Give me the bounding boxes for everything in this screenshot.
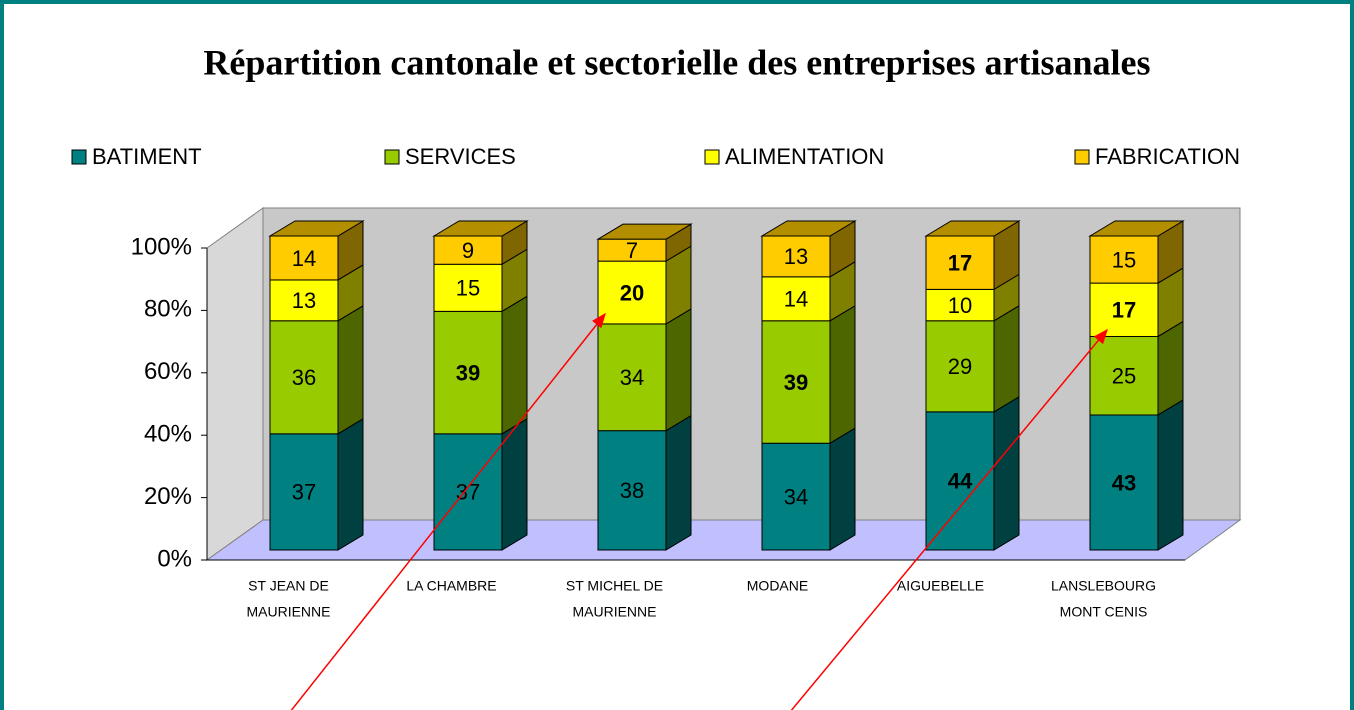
legend-swatch: [1074, 149, 1090, 165]
bar-side: [1157, 320, 1184, 416]
bar-side: [665, 414, 692, 551]
y-tick-label: 100%: [131, 233, 192, 260]
data-label: 34: [784, 484, 808, 509]
data-label: 17: [1112, 298, 1136, 323]
bar-segment: [597, 430, 667, 551]
data-label: 37: [456, 480, 480, 505]
bar-side: [337, 417, 364, 551]
bar-segment: [925, 288, 995, 322]
y-tick-label: 80%: [144, 296, 192, 323]
data-label: 36: [292, 365, 316, 390]
bar-side: [501, 295, 528, 435]
side-wall: [206, 207, 264, 561]
data-label: 29: [948, 354, 972, 379]
data-label: 13: [784, 244, 808, 269]
x-tick-label: LANSLEBOURG: [1051, 578, 1156, 594]
data-label: 15: [456, 276, 480, 301]
bar-side: [665, 308, 692, 432]
y-tick-label: 20%: [144, 483, 192, 510]
x-tick-label: ST JEAN DE: [248, 578, 329, 594]
bar-segment: [761, 320, 831, 444]
legend-swatch: [384, 149, 400, 165]
data-label: 13: [292, 288, 316, 313]
data-label: 10: [948, 293, 972, 318]
bar-side: [993, 395, 1020, 551]
data-label: 44: [948, 469, 973, 494]
bar-top: [432, 220, 529, 237]
bar-segment: [925, 320, 995, 413]
bar-segment: [269, 279, 339, 322]
legend-swatch: [71, 149, 87, 165]
data-label: 39: [784, 370, 808, 395]
legend-label: SERVICES: [405, 144, 516, 169]
data-label: 37: [292, 480, 316, 505]
y-tick-label: 60%: [144, 358, 192, 385]
bar-segment: [1089, 235, 1159, 284]
x-tick-label: MONT CENIS: [1060, 604, 1148, 620]
x-tick-label: MAURIENNE: [246, 604, 330, 620]
data-label: 14: [784, 287, 808, 312]
x-tick-label: MODANE: [747, 578, 808, 594]
data-label: 17: [948, 251, 972, 276]
bar-segment: [1089, 414, 1159, 551]
chart-title: Répartition cantonale et sectorielle des…: [203, 42, 1150, 82]
x-tick-label: MAURIENNE: [572, 604, 656, 620]
x-tick-label: LA CHAMBRE: [406, 578, 496, 594]
bar-side: [829, 304, 856, 445]
y-tick-label: 40%: [144, 421, 192, 448]
bar-side: [337, 304, 364, 435]
data-label: 43: [1112, 470, 1136, 495]
legend-label: FABRICATION: [1095, 144, 1240, 169]
data-label: 38: [620, 478, 644, 503]
x-tick-label: AIGUEBELLE: [897, 578, 984, 594]
bar-segment: [269, 433, 339, 551]
bar-top: [1088, 220, 1185, 237]
bar-segment: [761, 442, 831, 551]
bar-segment: [597, 260, 667, 325]
annotation-arrows: [290, 312, 1108, 710]
data-label: 14: [292, 246, 316, 271]
bar-side: [1157, 399, 1184, 551]
bar-top: [924, 220, 1021, 237]
bar-top: [760, 220, 857, 237]
bar-top: [268, 220, 365, 237]
data-label: 20: [620, 280, 644, 305]
bar-side: [993, 304, 1020, 413]
x-tick-label: ST MICHEL DE: [566, 578, 663, 594]
data-label: 15: [1112, 247, 1136, 272]
legend-label: BATIMENT: [92, 144, 202, 169]
data-label: 7: [626, 238, 638, 263]
legend-label: ALIMENTATION: [725, 144, 884, 169]
bar-side: [829, 427, 856, 551]
data-label: 25: [1112, 364, 1136, 389]
legend-swatch: [704, 149, 720, 165]
bar-top: [596, 223, 693, 240]
bar-segment: [269, 320, 339, 435]
data-label: 39: [456, 360, 480, 385]
bar-segment: [433, 235, 503, 265]
bar-segment: [1089, 335, 1159, 416]
y-tick-label: 0%: [157, 545, 192, 572]
plot: 0% 20% 40% 60% 80% 100% BATIMENT SERVICES ALIMEN…: [71, 144, 1240, 620]
data-label: 34: [620, 365, 644, 390]
arrow: [790, 328, 1108, 710]
arrow: [290, 312, 606, 710]
data-label: 9: [462, 238, 474, 263]
